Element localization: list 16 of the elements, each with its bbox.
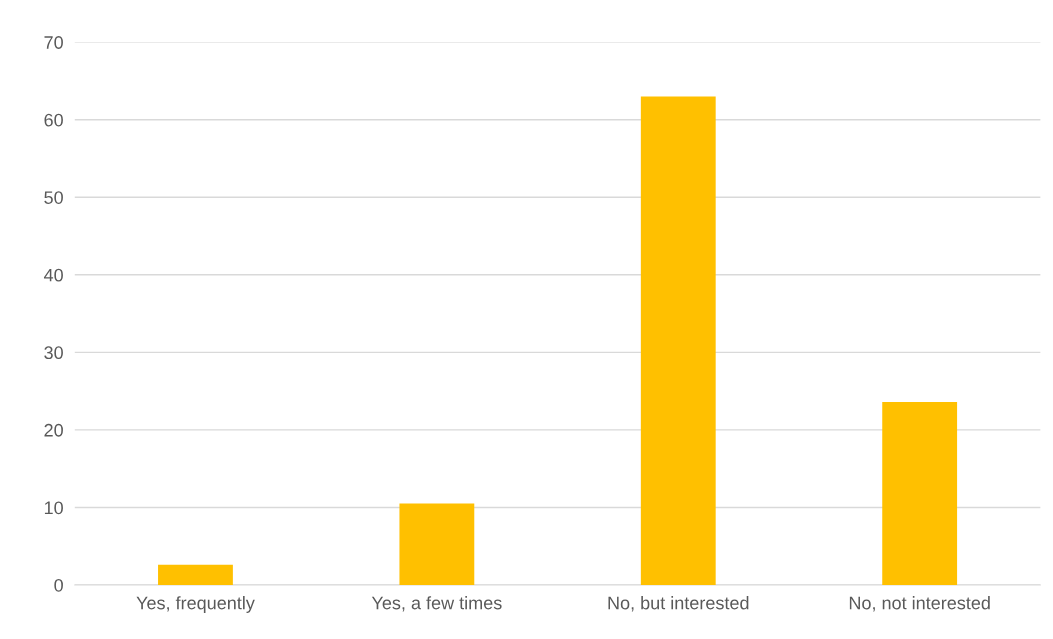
bar xyxy=(640,96,716,585)
x-tick-label: Yes, a few times xyxy=(371,596,502,612)
y-tick-label: 60 xyxy=(44,113,63,127)
y-tick-label: 30 xyxy=(44,346,63,360)
bar xyxy=(882,401,958,585)
y-tick-label: 20 xyxy=(44,423,63,437)
x-tick-label: No, but interested xyxy=(608,596,749,612)
y-tick-label: 0 xyxy=(54,578,63,592)
x-tick-label: No, not interested xyxy=(849,596,990,612)
y-tick-label: 50 xyxy=(44,191,63,204)
y-tick-label: 40 xyxy=(43,268,63,282)
y-tick-label: 10 xyxy=(44,501,63,515)
y-tick-label: 70 xyxy=(44,36,63,49)
x-tick-label: Yes, frequently xyxy=(136,596,255,613)
bar xyxy=(158,564,233,585)
bar xyxy=(399,503,475,585)
